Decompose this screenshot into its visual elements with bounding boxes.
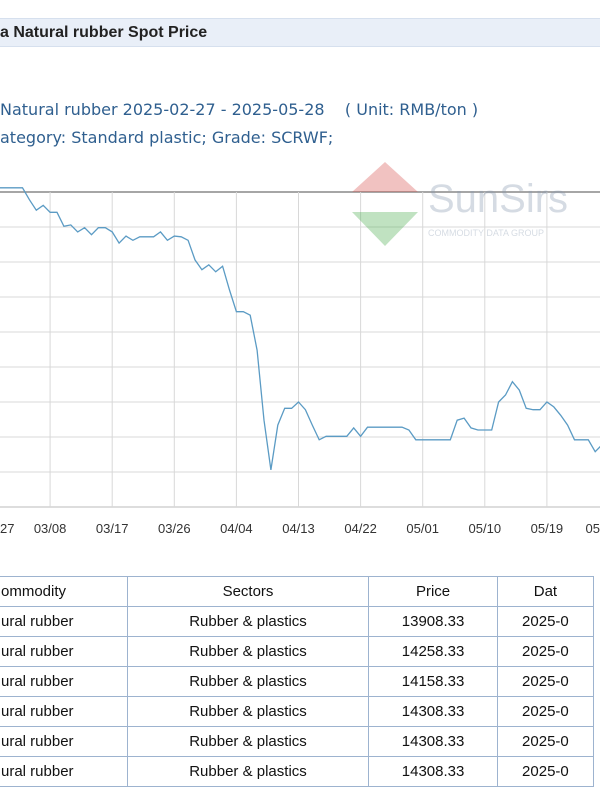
table-cell: Rubber & plastics: [126, 696, 370, 727]
table-cell: 2025-0: [496, 666, 595, 697]
x-tick-label: 03/08: [34, 521, 67, 536]
table-cell: Rubber & plastics: [126, 666, 370, 697]
page-title: a Natural rubber Spot Price: [0, 24, 208, 41]
table-row: ural rubber Rubber & plastics 14308.33 2025…: [0, 756, 595, 787]
x-tick-label: 03/17: [96, 521, 129, 536]
title-bar: a Natural rubber Spot Price: [0, 18, 600, 47]
table-cell: 2025-0: [496, 756, 595, 787]
watermark-logo: [352, 212, 418, 246]
table-row: ural rubber Rubber & plastics 14308.33 2025…: [0, 696, 595, 727]
column-header: Price: [368, 576, 498, 607]
table-cell: 14308.33: [368, 756, 498, 787]
table-cell: 14308.33: [368, 696, 498, 727]
column-header: Dat: [496, 576, 595, 607]
table-cell: Rubber & plastics: [126, 636, 370, 667]
price-line: [0, 187, 600, 470]
table-row: ural rubber Rubber & plastics 14158.33 2025…: [0, 666, 595, 697]
x-tick-label: 05/10: [469, 521, 502, 536]
watermark-brand: SunSirs: [428, 177, 568, 221]
price-table: ommodity Sectors Price Dat ural rubber Rubbe…: [0, 576, 595, 787]
table-cell: Rubber & plastics: [126, 726, 370, 757]
chart-subtitle: Natural rubber 2025-02-27 - 2025-05-28 (…: [0, 100, 479, 119]
table-cell: ural rubber: [0, 726, 128, 757]
x-tick-label: 04/04: [220, 521, 253, 536]
column-header: Sectors: [126, 576, 370, 607]
chart: SunSirs COMMODITY DATA GROUP 27 03/08 03/1…: [0, 162, 600, 536]
x-tick-label: 05/19: [531, 521, 564, 536]
watermark: SunSirs COMMODITY DATA GROUP: [352, 162, 568, 246]
table-cell: 2025-0: [496, 696, 595, 727]
watermark-tagline: COMMODITY DATA GROUP: [428, 228, 544, 238]
table-row: ural rubber Rubber & plastics 14308.33 2025…: [0, 726, 595, 757]
x-tick-label: 03/26: [158, 521, 191, 536]
table-cell: 2025-0: [496, 606, 595, 637]
table-cell: 2025-0: [496, 726, 595, 757]
table-cell: Rubber & plastics: [126, 756, 370, 787]
grid: [0, 191, 600, 508]
table-cell: 13908.33: [368, 606, 498, 637]
table-row: ural rubber Rubber & plastics 14258.33 2025…: [0, 636, 595, 667]
column-header: ommodity: [0, 576, 128, 607]
table-cell: 14308.33: [368, 726, 498, 757]
watermark-logo: [352, 162, 418, 192]
table-cell: Rubber & plastics: [126, 606, 370, 637]
x-tick-label: 27: [0, 521, 14, 536]
x-tick-label: 05/01: [406, 521, 439, 536]
table-cell: ural rubber: [0, 666, 128, 697]
table-cell: ural rubber: [0, 606, 128, 637]
table-cell: 14258.33: [368, 636, 498, 667]
table-cell: ural rubber: [0, 636, 128, 667]
table-cell: ural rubber: [0, 696, 128, 727]
table-header: ommodity Sectors Price Dat: [0, 576, 595, 607]
table-body: ural rubber Rubber & plastics 13908.33 2025…: [0, 606, 595, 787]
x-tick-label: 05: [586, 521, 600, 536]
table-cell: 14158.33: [368, 666, 498, 697]
table-row: ural rubber Rubber & plastics 13908.33 2025…: [0, 606, 595, 637]
table-cell: ural rubber: [0, 756, 128, 787]
table-cell: 2025-0: [496, 636, 595, 667]
x-tick-label: 04/22: [344, 521, 377, 536]
chart-subtitle: ategory: Standard plastic; Grade: SCRWF;: [0, 128, 334, 147]
x-tick-label: 04/13: [282, 521, 315, 536]
